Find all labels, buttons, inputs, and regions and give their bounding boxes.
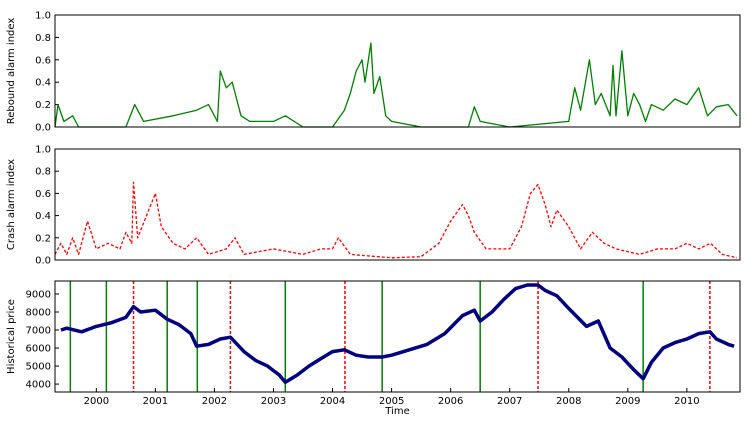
y-tick-label: 0.4 [35,78,51,89]
plot-frame [54,280,741,393]
y-tick-label: 5000 [26,362,51,373]
y-tick-label: 0.8 [35,33,51,44]
y-tick-label: 8000 [26,307,51,318]
y-tick-label: 0.4 [35,211,51,222]
y-tick-label: 1.0 [35,11,51,22]
y-tick-label: 0.6 [35,55,51,66]
x-tick-label: 2004 [320,396,345,407]
y-tick-label: 0.2 [35,233,51,244]
y-tick-label: 0.0 [35,123,51,134]
x-tick-label: 2003 [261,396,286,407]
x-tick-label: 2000 [84,396,109,407]
y-tick-label: 7000 [26,326,51,337]
x-tick-label: 2009 [615,396,640,407]
y-tick-label: 4000 [26,380,51,391]
y-tick-label: 9000 [26,289,51,300]
x-tick-label: 2007 [497,396,522,407]
y-tick-label: 0.6 [35,189,51,200]
alarm-line [54,181,738,259]
y-axis-label: Rebound alarm index [6,18,17,125]
x-axis-label: Time [384,406,409,417]
y-axis-label: Historical price [6,299,17,374]
x-tick-label: 2010 [674,396,699,407]
y-tick-label: 1.0 [35,145,51,156]
x-tick-label: 2005 [379,396,404,407]
y-tick-label: 6000 [26,344,51,355]
y-tick-label: 0.0 [35,256,51,267]
plot-frame [54,14,741,128]
price-line [60,283,735,385]
y-axis-label: Crash alarm index [6,159,17,250]
plot-frame [54,148,741,261]
alarm-line [54,42,738,128]
x-tick-label: 2001 [143,396,168,407]
y-tick-label: 0.8 [35,167,51,178]
x-tick-label: 2008 [556,396,581,407]
x-tick-label: 2006 [438,396,463,407]
x-tick-label: 2002 [202,396,227,407]
y-tick-label: 0.2 [35,100,51,111]
